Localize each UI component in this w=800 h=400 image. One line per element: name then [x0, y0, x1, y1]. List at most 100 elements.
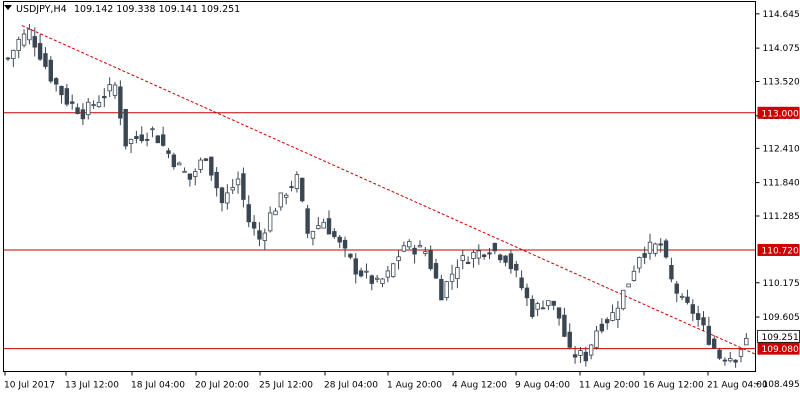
candle-up — [578, 350, 583, 356]
candle-up — [128, 138, 134, 144]
candle-down — [733, 359, 738, 363]
candle-down — [43, 53, 48, 67]
candle-up — [310, 230, 316, 239]
candle-down — [139, 134, 144, 142]
candle-up — [637, 257, 642, 269]
candle-up — [380, 278, 385, 284]
candle-up — [86, 101, 91, 116]
candle-down — [102, 95, 107, 99]
candle-down — [134, 136, 139, 140]
candle-down — [562, 314, 567, 337]
candle-up — [294, 174, 300, 189]
candle-down — [567, 331, 572, 348]
candle-down — [214, 171, 219, 189]
candle-down — [492, 242, 498, 252]
candle-down — [166, 150, 171, 154]
candle-down — [353, 258, 358, 275]
candle-up — [460, 255, 465, 261]
price-tick-label: 109.605 — [763, 313, 800, 323]
time-tick-label: 1 Aug 20:00 — [387, 381, 442, 391]
candle-up — [321, 221, 326, 229]
candle-up — [390, 263, 396, 277]
candle-up — [262, 232, 267, 241]
candle-down — [75, 107, 80, 115]
candle-down — [80, 109, 86, 120]
candle-up — [631, 270, 637, 281]
candle-down — [342, 239, 348, 249]
price-tick-label: 114.645 — [763, 10, 800, 20]
candle-up — [535, 303, 540, 310]
candle-up — [230, 187, 235, 191]
candle-down — [155, 135, 160, 144]
candle-down — [465, 261, 471, 264]
candle-down — [358, 270, 364, 277]
candle-up — [150, 128, 155, 131]
candle-down — [508, 253, 514, 270]
trendline — [21, 25, 757, 356]
candle-down — [209, 156, 214, 176]
price-tags: 113.000 110.720 109.080 109.251 — [757, 106, 800, 355]
candle-down — [123, 108, 128, 147]
price-tick-label: 110.175 — [763, 279, 800, 289]
time-tick-label: 21 Aug 04:00 — [707, 381, 768, 391]
candle-down — [487, 252, 492, 255]
candle-down — [695, 313, 701, 320]
candle-up — [407, 241, 412, 248]
triangle-down-icon[interactable] — [4, 5, 12, 10]
ohlc-readout: 109.142 109.338 109.141 109.251 — [74, 4, 240, 15]
candle-up — [112, 84, 118, 96]
candle-down — [257, 230, 262, 240]
candle-down — [540, 307, 546, 310]
candle-down — [642, 253, 647, 258]
candle-up — [235, 178, 241, 186]
level-tag — [757, 243, 800, 256]
candle-up — [198, 159, 203, 170]
candle-up — [744, 337, 749, 346]
candle-up — [225, 192, 230, 204]
candle-up — [455, 267, 460, 280]
time-tick-label: 18 Jul 04:00 — [131, 381, 185, 391]
candle-up — [615, 307, 621, 321]
candle-down — [48, 59, 53, 82]
candle-down — [530, 298, 535, 317]
candle-down — [583, 351, 588, 362]
candle-down — [551, 300, 556, 306]
candle-down — [326, 218, 332, 235]
horizontal-levels — [3, 112, 756, 350]
candle-up — [182, 170, 187, 173]
candle-down — [481, 254, 487, 258]
candle-up — [96, 101, 102, 108]
candle-down — [701, 317, 706, 326]
candle-up — [626, 283, 631, 288]
candle-down — [658, 243, 663, 246]
candle-down — [337, 236, 342, 243]
level-tag — [757, 342, 800, 355]
candle-down — [722, 359, 728, 362]
symbol-label: USDJPY,H4 — [16, 4, 67, 15]
candle-down — [514, 263, 519, 271]
time-tick-label: 16 Aug 12:00 — [643, 381, 704, 391]
candle-down — [118, 86, 123, 119]
candle-down — [53, 78, 59, 85]
candle-down — [70, 101, 75, 104]
candle-up — [267, 212, 273, 232]
candle-up — [444, 281, 449, 299]
candle-up — [278, 192, 284, 208]
level-tag-label: 113.000 — [762, 109, 799, 119]
candle-down — [519, 277, 524, 289]
candle-down — [572, 354, 578, 358]
candle-down — [305, 208, 310, 234]
time-tick-label: 20 Jul 20:00 — [195, 381, 249, 391]
candle-up — [401, 245, 407, 252]
candle-down — [246, 204, 251, 223]
candle-down — [663, 240, 669, 258]
candle-down — [690, 304, 695, 314]
candle-down — [219, 187, 225, 204]
candle-up — [385, 270, 391, 278]
candle-down — [332, 231, 337, 238]
candle-down — [712, 338, 717, 349]
candle-up — [11, 49, 16, 59]
